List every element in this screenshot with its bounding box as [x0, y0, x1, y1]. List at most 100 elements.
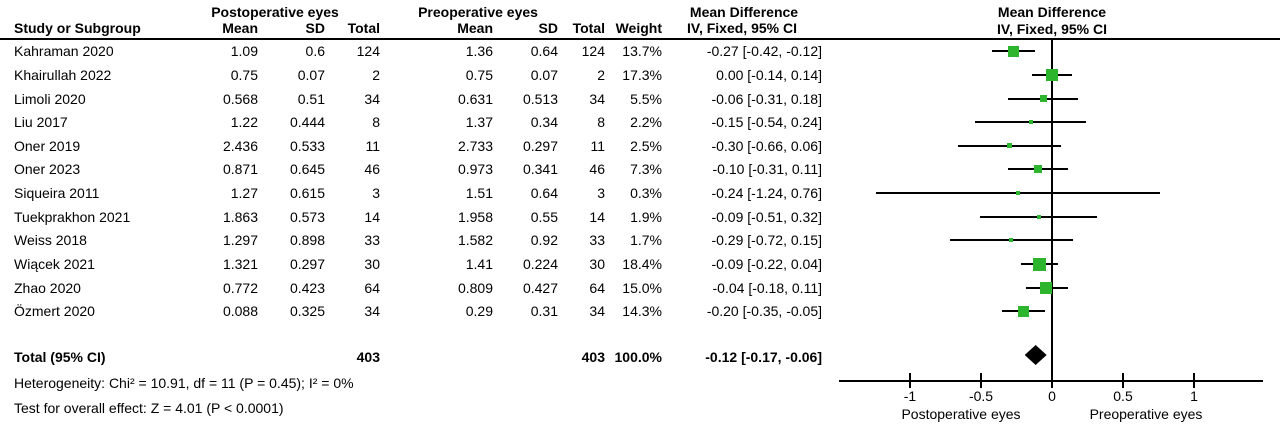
post-total-cell: 46	[364, 161, 380, 178]
pre-mean-cell: 1.41	[465, 256, 493, 273]
ci-cell: -0.29 [-0.72, 0.15]	[711, 232, 822, 249]
pre-sd-cell: 0.92	[530, 232, 558, 249]
zero-reference-line	[1051, 40, 1053, 381]
study-name: Kahraman 2020	[14, 43, 114, 60]
post-total-cell: 124	[356, 43, 380, 60]
col-post-mean: Mean	[222, 20, 258, 36]
total-pre-mean	[380, 345, 493, 369]
post-mean-cell: 0.088	[222, 303, 258, 320]
total-diamond	[1024, 345, 1047, 365]
post-mean-cell: 1.321	[222, 256, 258, 273]
effect-marker	[1037, 214, 1042, 219]
study-name: Oner 2019	[14, 137, 81, 154]
weight-cell: 2.2%	[630, 114, 662, 131]
col-iv-fixed-ci: IV, Fixed, 95% CI	[687, 20, 797, 36]
weight-cell: 0.3%	[630, 185, 662, 202]
pre-total-cell: 11	[590, 137, 605, 154]
post-sd-cell: 0.898	[289, 232, 325, 249]
post-sd-cell: 0.297	[289, 256, 325, 273]
post-sd-cell: 0.51	[297, 90, 325, 107]
ci-cell: -0.06 [-0.31, 0.18]	[711, 90, 822, 107]
post-sd-cell: 0.07	[297, 66, 325, 83]
effect-marker	[1008, 238, 1013, 243]
pre-sd-cell: 0.427	[522, 279, 558, 296]
tick	[1051, 373, 1053, 388]
pre-mean-cell: 0.29	[465, 303, 493, 320]
total-ci: -0.12 [-0.17, -0.06]	[705, 349, 822, 365]
pre-total-cell: 30	[589, 256, 605, 273]
weight-cell: 18.4%	[622, 256, 662, 273]
post-total-cell: 34	[364, 303, 380, 320]
post-sd-cell: 0.325	[289, 303, 325, 320]
pre-mean-cell: 1.36	[465, 43, 493, 60]
study-name: Özmert 2020	[14, 303, 95, 320]
pre-total-cell: 14	[589, 208, 605, 225]
total-post-total: 403	[356, 349, 380, 365]
postoperative-eyes-group-header: Postoperative eyes	[211, 4, 339, 20]
ci-cell: -0.09 [-0.51, 0.32]	[711, 208, 822, 225]
study-row: Oner 2019 2.436 0.533 11 2.733 0.297 11 2.5% -0.…	[0, 134, 822, 158]
weight-cell: 1.9%	[630, 208, 662, 225]
study-row: Liu 2017 1.22 0.444 8 1.37 0.34 8 2.2% -0.15 [-0…	[0, 110, 822, 134]
post-mean-cell: 1.27	[230, 185, 258, 202]
study-name: Weiss 2018	[14, 232, 87, 249]
col-post-sd: SD	[305, 20, 325, 36]
pre-total-cell: 3	[597, 185, 605, 202]
post-sd-cell: 0.645	[289, 161, 325, 178]
pre-mean-cell: 1.582	[457, 232, 493, 249]
mean-difference-table-header: Mean Difference	[689, 4, 799, 20]
pre-total-cell: 8	[597, 114, 605, 131]
weight-cell: 13.7%	[622, 43, 662, 60]
post-total-cell: 14	[364, 208, 380, 225]
ci-cell: -0.04 [-0.18, 0.11]	[712, 279, 822, 296]
pre-total-cell: 64	[589, 279, 605, 296]
col-post-total: Total	[347, 20, 380, 36]
weight-cell: 14.3%	[622, 303, 662, 320]
post-total-cell: 64	[364, 279, 380, 296]
study-row: Tuekprakhon 2021 1.863 0.573 14 1.958 0.55 14 1…	[0, 205, 822, 229]
post-mean-cell: 0.772	[222, 279, 258, 296]
overall-effect-text: Test for overall effect: Z = 4.01 (P < 0…	[14, 400, 284, 416]
study-name: Oner 2023	[14, 161, 81, 178]
ci-cell: -0.15 [-0.54, 0.24]	[711, 114, 822, 131]
post-sd-cell: 0.423	[289, 279, 325, 296]
pre-sd-cell: 0.297	[522, 137, 558, 154]
study-name: Wiącek 2021	[14, 256, 95, 273]
post-total-cell: 30	[364, 256, 380, 273]
total-weight: 100.0%	[614, 349, 662, 365]
pre-total-cell: 124	[581, 43, 605, 60]
axis-label-left: Postoperative eyes	[901, 406, 1021, 422]
col-study-or-subgroup: Study or Subgroup	[14, 20, 141, 36]
pre-mean-cell: 1.958	[457, 208, 493, 225]
post-total-cell: 3	[372, 185, 380, 202]
post-total-cell: 8	[372, 114, 380, 131]
total-row: Total (95% CI) 403 403 100.0% -0.12 [-0.…	[0, 345, 822, 369]
post-mean-cell: 1.863	[222, 208, 258, 225]
preoperative-eyes-group-header: Preoperative eyes	[418, 4, 538, 20]
pre-mean-cell: 1.37	[465, 114, 493, 131]
total-post-mean	[178, 345, 258, 369]
study-row: Oner 2023 0.871 0.645 46 0.973 0.341 46 7.3% -0.…	[0, 157, 822, 181]
pre-sd-cell: 0.07	[530, 66, 558, 83]
weight-cell: 7.3%	[630, 161, 662, 178]
study-name: Limoli 2020	[14, 90, 86, 107]
effect-marker	[1046, 68, 1058, 81]
weight-cell: 17.3%	[622, 66, 662, 83]
pre-total-cell: 2	[597, 66, 605, 83]
study-name: Tuekprakhon 2021	[14, 208, 131, 225]
pre-mean-cell: 0.809	[457, 279, 493, 296]
post-mean-cell: 1.09	[230, 43, 258, 60]
effect-marker	[1032, 257, 1046, 271]
effect-marker	[1006, 143, 1012, 149]
pre-sd-cell: 0.513	[522, 90, 558, 107]
col-weight: Weight	[615, 20, 662, 36]
pre-sd-cell: 0.64	[530, 185, 558, 202]
ci-cell: -0.20 [-0.35, -0.05]	[706, 303, 822, 320]
post-sd-cell: 0.6	[305, 43, 325, 60]
heterogeneity-text: Heterogeneity: Chi² = 10.91, df = 11 (P …	[14, 375, 354, 391]
study-row: Limoli 2020 0.568 0.51 34 0.631 0.513 34 5.5% -0…	[0, 87, 822, 111]
total-post-sd	[258, 345, 325, 369]
effect-marker	[1015, 191, 1020, 196]
tick	[980, 373, 982, 388]
